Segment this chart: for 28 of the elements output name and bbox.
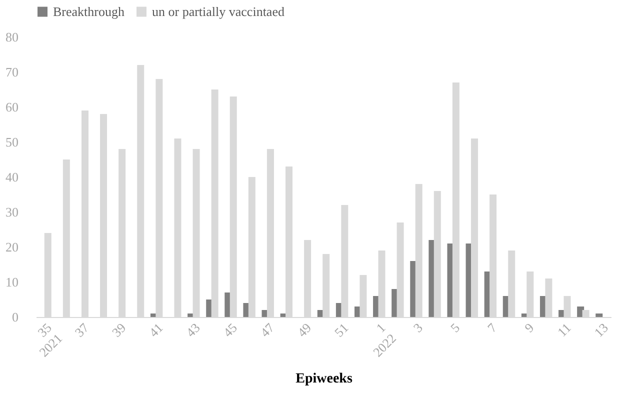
y-tick-label: 30: [6, 204, 18, 220]
x-tick-label: 47: [257, 320, 278, 340]
x-tick-label: 5: [447, 320, 463, 336]
x-tick-label: 49: [294, 320, 314, 340]
y-tick-label: 40: [6, 170, 18, 184]
x-tick-label: 41: [146, 320, 166, 340]
y-tick-label: 50: [6, 134, 18, 150]
x-axis-title: Epiweeks: [296, 372, 353, 387]
y-tick-label: 10: [6, 274, 18, 290]
y-tick-label: 80: [6, 30, 18, 44]
x-tick-label: 7: [484, 320, 500, 336]
y-tick-label: 0: [12, 310, 18, 324]
x-tick-label: 43: [183, 320, 203, 340]
x-tick-label: 13: [591, 320, 611, 340]
legend-label: un or partially vaccintaed: [152, 4, 285, 19]
x-tick-label: 11: [554, 320, 574, 340]
x-tick-label: 35 2021: [34, 320, 66, 360]
y-tick-label: 20: [6, 240, 18, 254]
x-tick-label: 51: [331, 320, 352, 340]
y-tick-label: 70: [6, 64, 18, 80]
x-tick-label: 45: [220, 320, 240, 340]
x-tick-label: 9: [522, 320, 537, 336]
legend-label: Breakthrough: [53, 4, 125, 19]
bar: [596, 314, 603, 317]
x-tick-label: 39: [108, 320, 129, 340]
x-tick-label: 37: [72, 320, 92, 340]
x-tick-label: 3: [410, 320, 426, 336]
y-tick-label: 60: [6, 100, 18, 114]
